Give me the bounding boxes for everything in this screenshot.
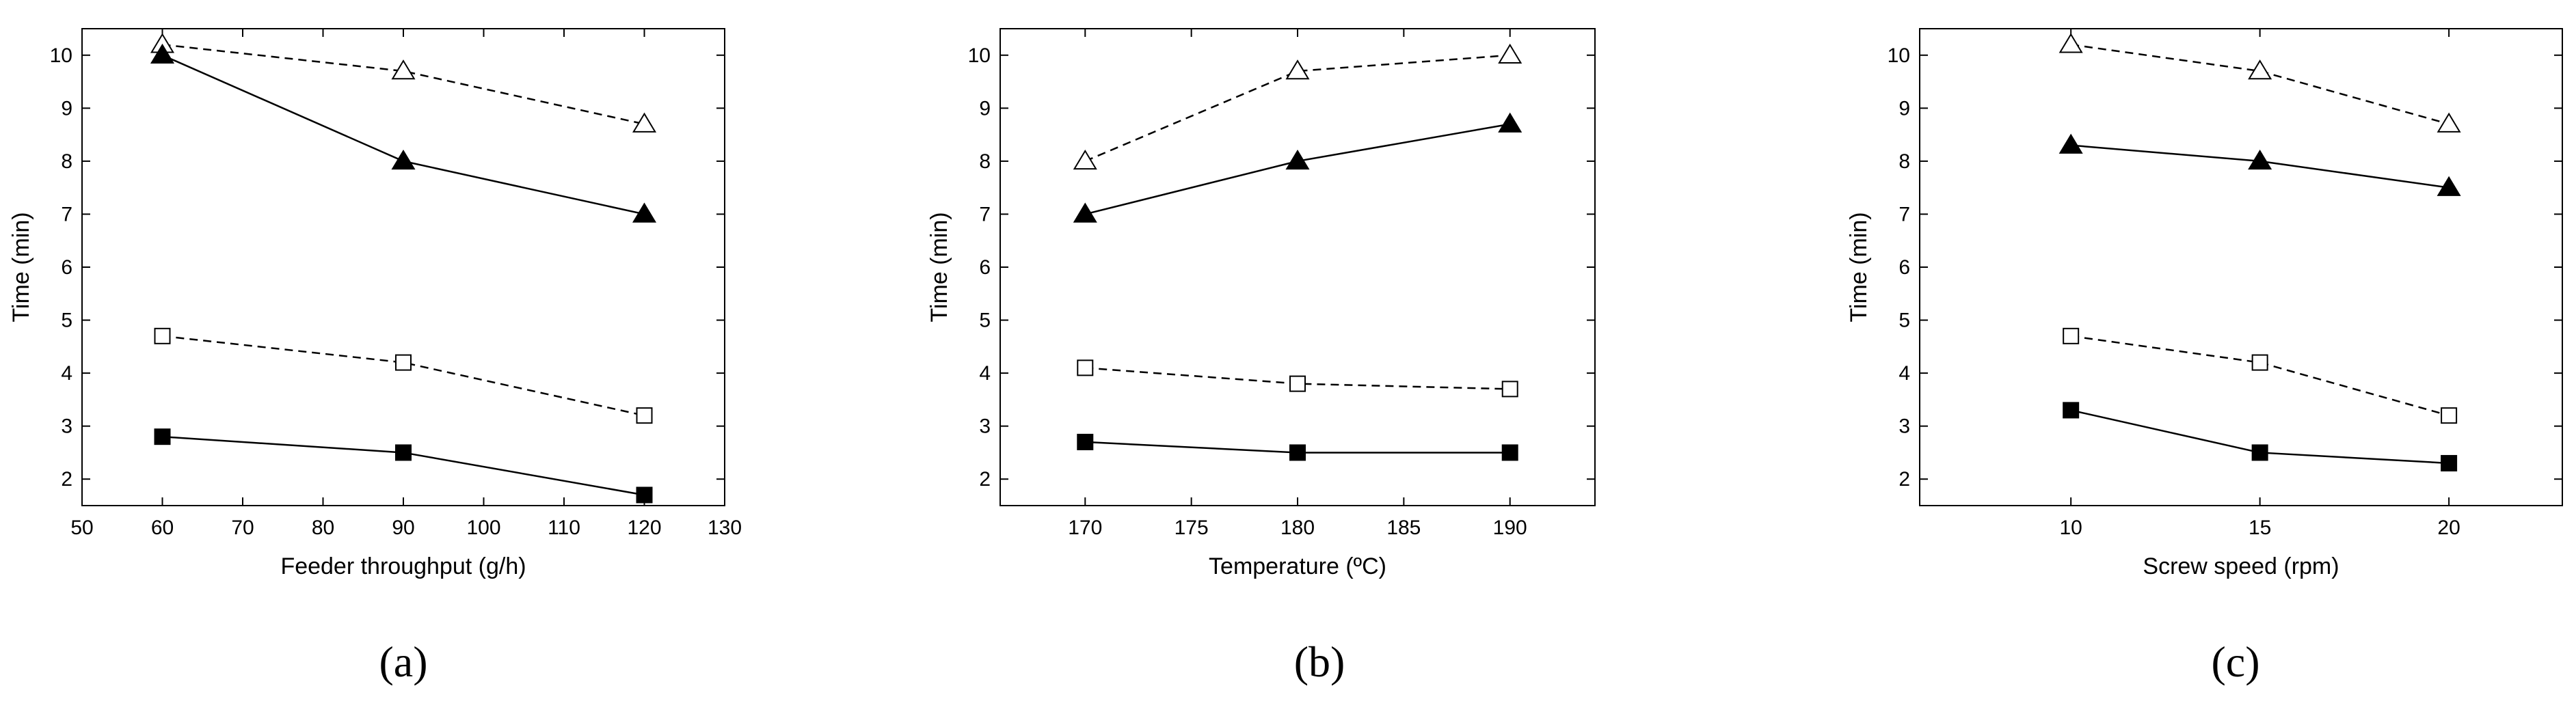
- y-axis-title: Time (min): [926, 212, 952, 322]
- data-point-filled-square: [1289, 444, 1306, 461]
- data-point-open-square: [1077, 359, 1094, 376]
- data-point-filled-square: [154, 428, 171, 445]
- x-tick-label: 90: [392, 517, 414, 539]
- series-line-open-square: [162, 335, 645, 417]
- y-tick-label: 8: [979, 150, 991, 173]
- x-tick-label: 10: [2059, 517, 2082, 539]
- plot-frame: [81, 28, 725, 506]
- y-tick-label: 2: [979, 468, 991, 491]
- y-tick-label: 9: [61, 97, 72, 120]
- x-tick-label: 180: [1280, 517, 1315, 539]
- data-point-filled-triangle: [2437, 176, 2461, 196]
- y-tick-label: 8: [1899, 150, 1910, 173]
- chart-panel-a: 2 3 4 5 6 7 8 9 10 50 60 70 80 90 100 110 120 130 Feeder t…: [8, 28, 742, 686]
- y-tick-label: 4: [979, 362, 991, 385]
- x-tick-label: 50: [70, 517, 93, 539]
- y-tick-label: 9: [1899, 97, 1910, 120]
- data-point-filled-triangle: [2248, 149, 2272, 170]
- data-point-filled-square: [2063, 402, 2080, 419]
- data-point-filled-triangle: [150, 43, 175, 64]
- x-tick-label: 185: [1386, 517, 1421, 539]
- x-tick-label: 15: [2249, 517, 2271, 539]
- data-point-open-square: [395, 354, 412, 371]
- data-point-open-triangle: [2437, 112, 2461, 133]
- y-tick-label: 3: [1899, 415, 1910, 438]
- series-line-open-triangle: [162, 44, 645, 125]
- data-point-open-square: [636, 407, 653, 424]
- data-point-open-triangle: [391, 59, 416, 80]
- data-point-filled-triangle: [391, 149, 416, 170]
- y-tick-label: 4: [61, 362, 72, 385]
- y-tick-label: 7: [1899, 203, 1910, 225]
- y-tick-label: 6: [1899, 256, 1910, 279]
- data-point-open-square: [1289, 375, 1306, 392]
- data-point-open-square: [2063, 327, 2080, 344]
- panel-label: (c): [2211, 637, 2259, 686]
- data-point-filled-square: [2441, 454, 2458, 471]
- data-point-open-square: [2441, 407, 2458, 424]
- series-line-open-triangle: [1084, 54, 1510, 163]
- y-axis-title: Time (min): [1846, 212, 1872, 322]
- data-point-open-triangle: [1285, 59, 1310, 80]
- chart-panel-b: 2 3 4 5 6 7 8 9 10 170 175 180 185 190 Temperature (ºC…: [926, 28, 1596, 686]
- data-point-filled-triangle: [1073, 202, 1097, 223]
- x-axis-title: Screw speed (rpm): [2143, 553, 2339, 579]
- y-tick-label: 8: [61, 150, 72, 173]
- series-line-open-triangle: [2071, 44, 2450, 125]
- y-tick-label: 2: [1899, 468, 1910, 491]
- y-tick-label: 3: [61, 415, 72, 438]
- y-tick-label: 5: [61, 310, 72, 332]
- data-point-filled-triangle: [2058, 133, 2083, 154]
- data-point-filled-square: [636, 486, 653, 504]
- x-tick-label: 170: [1068, 517, 1102, 539]
- y-tick-label: 10: [1888, 44, 1910, 67]
- data-point-filled-triangle: [1498, 112, 1522, 133]
- x-tick-label: 20: [2437, 517, 2460, 539]
- data-point-filled-triangle: [1285, 149, 1310, 170]
- x-tick-label: 190: [1493, 517, 1527, 539]
- x-tick-label: 120: [627, 517, 661, 539]
- y-tick-label: 9: [979, 97, 991, 120]
- data-point-open-triangle: [632, 112, 657, 133]
- chart-panel-c: 2 3 4 5 6 7 8 9 10 10 15 20 Screw speed (rpm) Time (m…: [1846, 28, 2563, 686]
- y-tick-label: 5: [1899, 310, 1910, 332]
- data-point-filled-square: [1501, 444, 1518, 461]
- y-tick-label: 5: [979, 310, 991, 332]
- data-point-open-square: [2251, 354, 2268, 371]
- y-tick-label: 7: [979, 203, 991, 225]
- data-point-filled-square: [1077, 433, 1094, 450]
- y-tick-label: 6: [61, 256, 72, 279]
- x-tick-label: 70: [231, 517, 254, 539]
- data-point-open-square: [1501, 381, 1518, 398]
- y-tick-label: 7: [61, 203, 72, 225]
- plot-frame: [1919, 28, 2563, 506]
- data-point-open-triangle: [1498, 43, 1522, 64]
- y-tick-label: 2: [61, 468, 72, 491]
- x-tick-label: 80: [312, 517, 334, 539]
- x-tick-label: 130: [708, 517, 742, 539]
- y-tick-label: 4: [1899, 362, 1910, 385]
- data-point-open-triangle: [2248, 59, 2272, 80]
- x-tick-label: 60: [151, 517, 174, 539]
- x-axis-title: Feeder throughput (g/h): [280, 553, 526, 579]
- data-point-filled-triangle: [632, 202, 657, 223]
- panel-label: (b): [1294, 637, 1345, 686]
- y-tick-label: 6: [979, 256, 991, 279]
- x-tick-label: 100: [466, 517, 500, 539]
- panel-label: (a): [379, 637, 427, 686]
- x-axis-title: Temperature (ºC): [1209, 553, 1386, 579]
- y-axis-title: Time (min): [8, 212, 34, 322]
- x-tick-label: 175: [1175, 517, 1209, 539]
- x-tick-label: 110: [548, 517, 580, 539]
- y-tick-label: 10: [968, 44, 991, 67]
- data-point-open-square: [154, 327, 171, 344]
- y-tick-label: 3: [979, 415, 991, 438]
- series-line-open-square: [2071, 335, 2450, 417]
- data-point-open-triangle: [2058, 33, 2083, 53]
- data-point-filled-square: [2251, 444, 2268, 461]
- y-tick-label: 10: [50, 44, 72, 67]
- data-point-open-triangle: [1073, 149, 1097, 170]
- data-point-filled-square: [395, 444, 412, 461]
